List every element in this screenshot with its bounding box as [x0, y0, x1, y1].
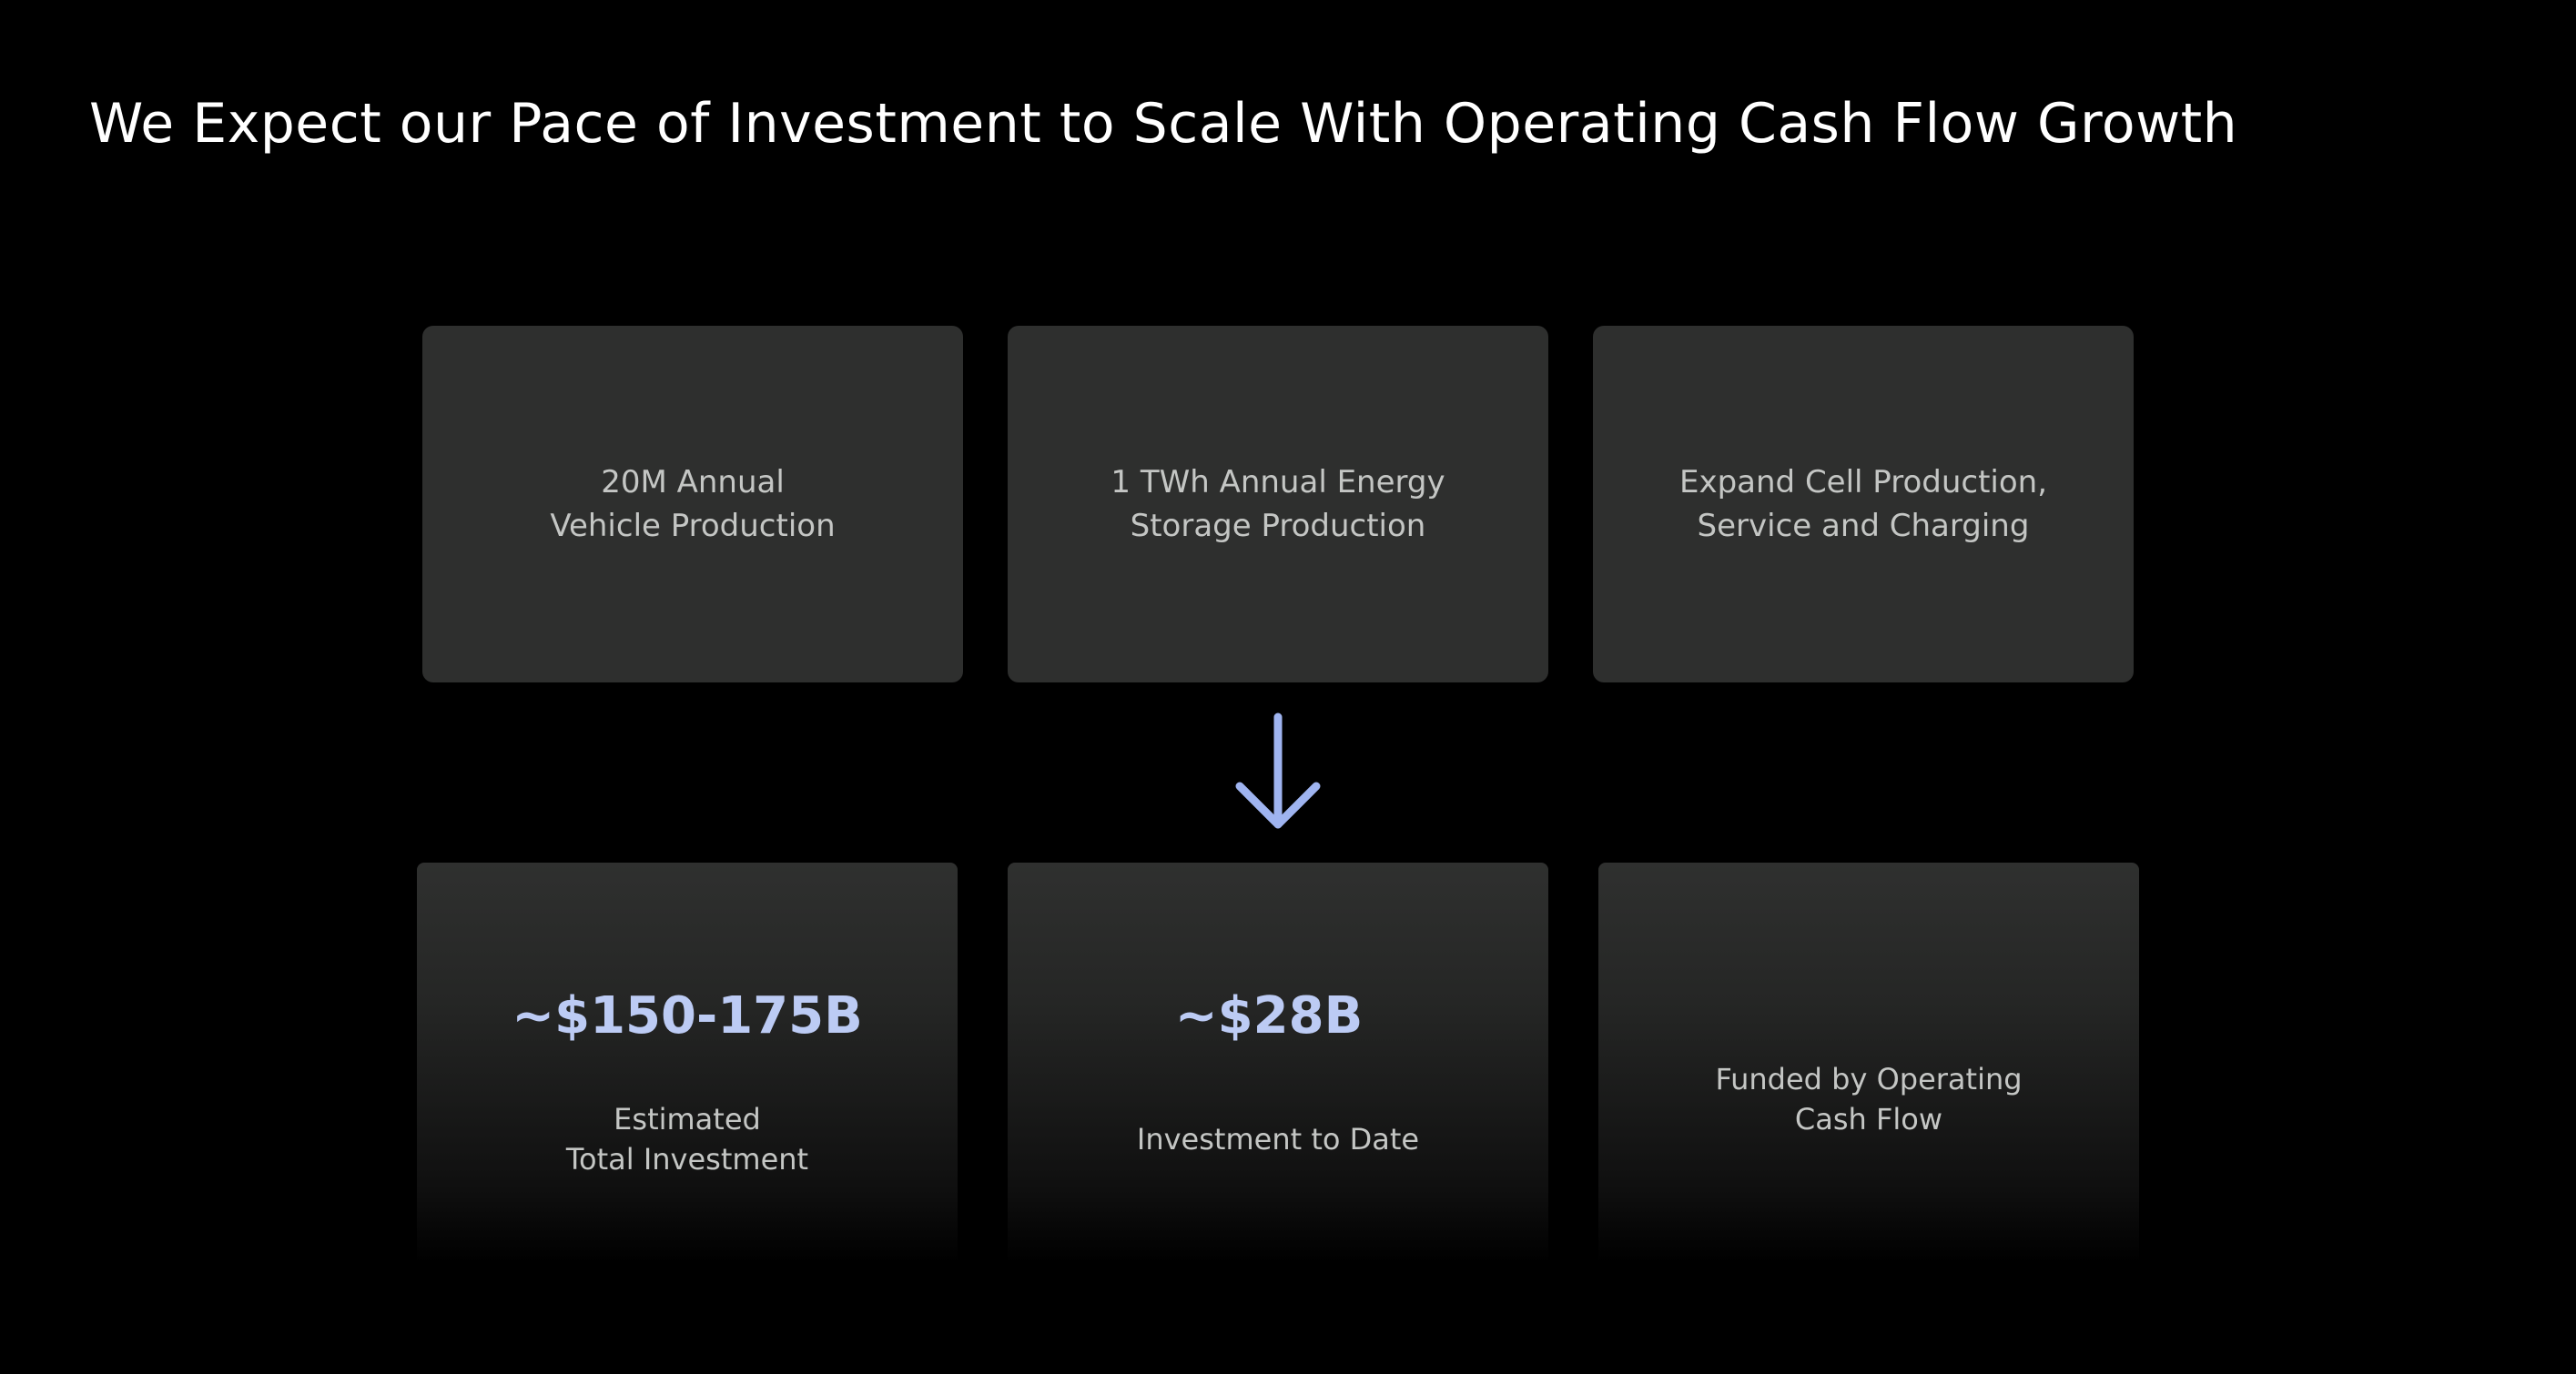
- goal-card-energy-storage: 1 TWh Annual Energy Storage Production: [1008, 326, 1548, 682]
- slide-title: We Expect our Pace of Investment to Scal…: [89, 92, 2238, 156]
- goal-card-cell-service-charging: Expand Cell Production, Service and Char…: [1593, 326, 2134, 682]
- total-investment-value: ~$150-175B: [512, 986, 863, 1046]
- funding-source-label: Funded by Operating Cash Flow: [1715, 1062, 2023, 1137]
- goal-label: Expand Cell Production, Service and Char…: [1678, 464, 2047, 544]
- investment-to-date-card: ~$28B Investment to Date: [1008, 863, 1548, 1263]
- arrow-down-icon: [1235, 712, 1321, 829]
- goal-label: 1 TWh Annual Energy Storage Production: [1111, 464, 1445, 544]
- investment-to-date-label: Investment to Date: [1136, 1122, 1420, 1157]
- total-investment-card: ~$150-175B Estimated Total Investment: [417, 863, 958, 1263]
- total-investment-label: Estimated Total Investment: [565, 1102, 809, 1177]
- goal-label: 20M Annual Vehicle Production: [550, 464, 836, 544]
- goal-card-vehicle-production: 20M Annual Vehicle Production: [422, 326, 963, 682]
- funding-source-card: Funded by Operating Cash Flow: [1598, 863, 2139, 1263]
- investment-to-date-value: ~$28B: [1174, 986, 1364, 1046]
